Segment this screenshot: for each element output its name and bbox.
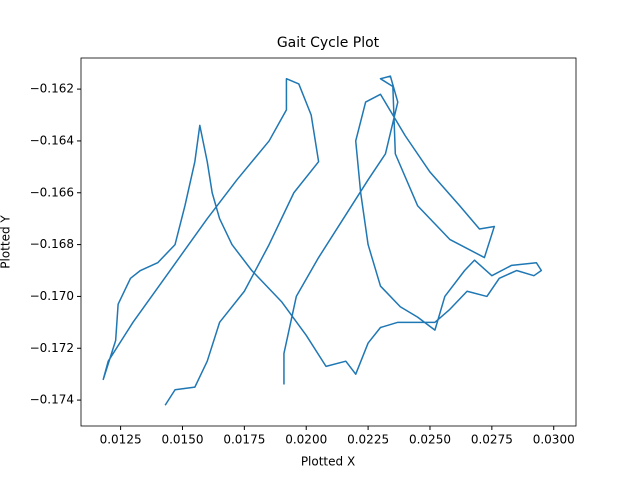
x-tick-label: 0.0225 bbox=[347, 433, 389, 447]
x-tick-label: 0.0300 bbox=[533, 433, 575, 447]
plot-frame bbox=[80, 57, 577, 427]
x-tick-label: 0.0175 bbox=[223, 433, 265, 447]
chart-title: Gait Cycle Plot bbox=[277, 35, 380, 51]
y-tick-label: −0.162 bbox=[30, 82, 74, 96]
x-axis-label: Plotted X bbox=[301, 455, 355, 469]
y-axis-label: Plotted Y bbox=[0, 215, 13, 269]
y-tick-label: −0.170 bbox=[30, 289, 74, 303]
x-tick-label: 0.0250 bbox=[409, 433, 451, 447]
y-tick-label: −0.168 bbox=[30, 237, 74, 251]
x-tick-label: 0.0200 bbox=[285, 433, 327, 447]
data-line bbox=[102, 75, 543, 406]
x-tick-label: 0.0125 bbox=[100, 433, 142, 447]
x-tick-label: 0.0150 bbox=[161, 433, 203, 447]
y-tick-label: −0.166 bbox=[30, 185, 74, 199]
y-tick-label: −0.172 bbox=[30, 341, 74, 355]
x-tick-label: 0.0275 bbox=[471, 433, 513, 447]
y-tick-label: −0.174 bbox=[30, 393, 74, 407]
y-tick-label: −0.164 bbox=[30, 133, 74, 147]
